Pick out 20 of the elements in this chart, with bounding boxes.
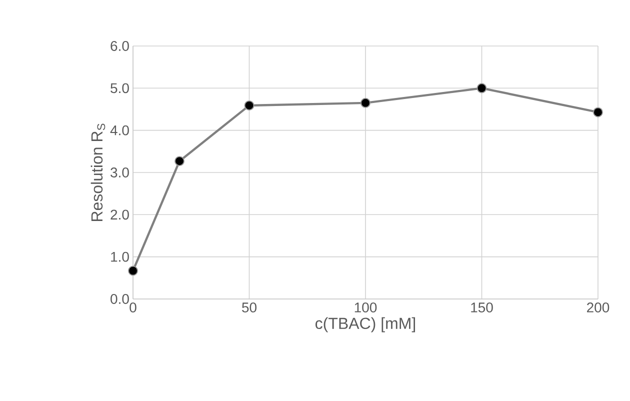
- x-tick-label: 0: [130, 302, 136, 312]
- x-axis-title: c(TBAC) [mM]: [316, 317, 416, 332]
- point: [476, 83, 487, 94]
- y-tick-label: 6.0: [110, 41, 129, 51]
- x-tick-label: 150: [471, 302, 493, 312]
- point: [174, 156, 185, 166]
- x-tick-label: 50: [242, 302, 256, 312]
- y-tick-label: 3.0: [110, 168, 129, 178]
- y-axis-title: Resolution R$_{S}$: [90, 124, 106, 221]
- x-tick-label: 100: [354, 302, 377, 312]
- y-tick-label: 4.0: [110, 125, 129, 136]
- y-tick-label: 1.0: [111, 252, 129, 262]
- point: [592, 107, 603, 118]
- y-tick-label: 2.0: [110, 210, 129, 220]
- x-tick-label: 200: [587, 302, 610, 312]
- y-tick-label: 0.0: [110, 294, 129, 304]
- point: [128, 266, 138, 276]
- point: [244, 100, 254, 110]
- point: [360, 98, 370, 108]
- y-tick-label: 5.0: [110, 83, 129, 94]
